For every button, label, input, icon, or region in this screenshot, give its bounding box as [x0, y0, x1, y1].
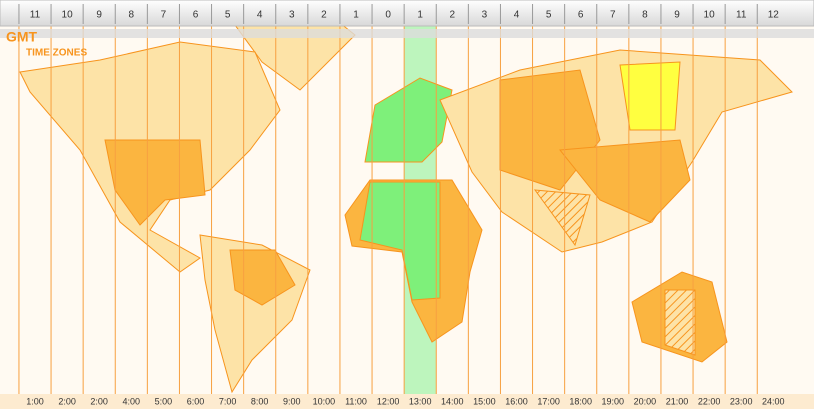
top-zone-label: 7 [161, 10, 167, 21]
top-zone-label: 8 [642, 10, 648, 21]
top-zone-label: 12 [768, 10, 780, 21]
top-zone-label: 1 [353, 10, 359, 21]
top-zone-label: 5 [225, 10, 231, 21]
siberia [619, 61, 681, 131]
top-zone-label: 4 [257, 10, 263, 21]
top-zone-label: 6 [193, 10, 199, 21]
bottom-time-label: 11:00 [345, 396, 367, 406]
china [559, 139, 691, 223]
top-zone-label: 7 [610, 10, 616, 21]
europe [364, 77, 453, 163]
bottom-time-label: 21:00 [666, 396, 689, 406]
top-zone-label: 2 [321, 10, 327, 21]
bottom-time-label: 24:00 [762, 396, 785, 406]
bottom-time-label: 1:00 [26, 396, 44, 406]
top-zone-label: 3 [482, 10, 488, 21]
zone-lines [18, 26, 758, 394]
bottom-time-label: 8:00 [251, 396, 269, 406]
bottom-time-label: 18:00 [569, 396, 592, 406]
bottom-time-label: 2:00 [58, 396, 76, 406]
header-stripe [0, 29, 814, 38]
top-zone-label: 5 [546, 10, 552, 21]
top-zone-label: 0 [385, 10, 391, 21]
top-zone-label: 10 [62, 10, 74, 21]
west-africa [359, 181, 441, 301]
india [533, 189, 591, 247]
bottom-time-label: 9:00 [283, 396, 301, 406]
bottom-time-label: 17:00 [537, 396, 560, 406]
bottom-time-label: 15:00 [473, 396, 496, 406]
title: GMT [6, 29, 38, 45]
top-zone-label: 11 [30, 10, 41, 21]
bottom-band [0, 394, 814, 409]
bottom-time-label: 22:00 [698, 396, 721, 406]
bottom-time-label: 12:00 [377, 396, 400, 406]
top-header [0, 0, 814, 27]
bottom-time-label: 4:00 [123, 396, 141, 406]
bottom-time-label: 19:00 [602, 396, 625, 406]
bottom-time-label: 13:00 [409, 396, 432, 406]
top-zone-label: 9 [96, 10, 102, 21]
top-zone-label: 8 [129, 10, 135, 21]
bottom-time-label: 6:00 [187, 396, 205, 406]
continents [19, 14, 793, 394]
top-zone-label: 9 [674, 10, 680, 21]
bottom-time-label: 2:00 [90, 396, 108, 406]
top-zone-label: 3 [289, 10, 295, 21]
top-zone-label: 4 [514, 10, 520, 21]
bottom-time-label: 14:00 [441, 396, 464, 406]
top-zone-label: 6 [578, 10, 584, 21]
brazil [229, 249, 296, 306]
bottom-time-label: 20:00 [634, 396, 657, 406]
bottom-time-label: 16:00 [505, 396, 528, 406]
top-zone-label: 11 [736, 10, 747, 21]
top-zone-label: 2 [450, 10, 456, 21]
bottom-time-label: 5:00 [155, 396, 173, 406]
bottom-time-label: 23:00 [730, 396, 753, 406]
top-zone-label: 10 [704, 10, 716, 21]
central-australia [664, 289, 696, 356]
bottom-time-label: 10:00 [313, 396, 336, 406]
bottom-time-label: 7:00 [219, 396, 237, 406]
top-zone-label: 1 [417, 10, 423, 21]
subtitle: TIME ZONES [26, 48, 87, 59]
